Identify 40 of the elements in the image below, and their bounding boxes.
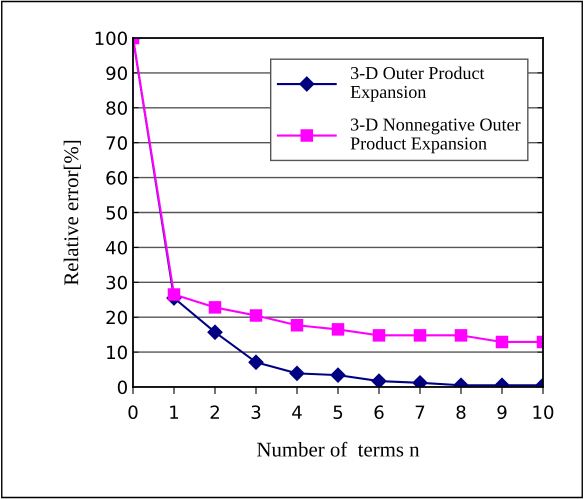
y-tick-label: 40 — [106, 240, 127, 255]
x-tick-label: 3 — [252, 405, 260, 420]
point — [372, 329, 386, 342]
point — [250, 309, 262, 322]
point — [207, 324, 223, 340]
point — [371, 373, 387, 387]
y-axis-title: Relative error[%] — [64, 140, 81, 286]
y-tick-label: 100 — [96, 31, 127, 46]
legend-label: 3-D Nonnegative Outer Product Expansion — [350, 118, 520, 154]
x-axis-title: Number of terms n — [257, 442, 420, 457]
legend-label: 3-D Outer Product Expansion — [350, 66, 484, 102]
y-tick-label: 30 — [106, 276, 127, 290]
point — [168, 288, 180, 301]
x-tick-label: 4 — [292, 406, 302, 419]
point — [414, 329, 426, 342]
x-tick-label: 7 — [416, 406, 424, 419]
point — [496, 336, 508, 348]
point — [290, 318, 304, 332]
y-tick-label: 90 — [106, 66, 127, 80]
y-tick-label: 20 — [106, 310, 127, 324]
x-tick-label: 1 — [170, 406, 178, 419]
y-tick-label: 50 — [106, 206, 127, 220]
point — [289, 366, 305, 381]
point — [208, 301, 222, 314]
x-tick-label: 10 — [533, 405, 554, 420]
x-tick-label: 6 — [374, 405, 384, 420]
y-tick-label: 10 — [107, 346, 127, 360]
x-tick-label: 9 — [497, 405, 506, 420]
x-tick-label: 0 — [128, 405, 138, 420]
point — [248, 354, 264, 370]
point — [330, 368, 346, 383]
x-tick-label: 2 — [210, 405, 219, 419]
point — [454, 329, 468, 342]
x-tick-label: 5 — [334, 406, 342, 420]
point — [332, 323, 344, 336]
y-tick-label: 70 — [106, 136, 127, 150]
y-tick-label: 60 — [106, 171, 127, 185]
x-tick-label: 8 — [456, 405, 466, 420]
y-tick-label: 0 — [118, 380, 127, 394]
y-tick-label: 80 — [106, 101, 127, 115]
